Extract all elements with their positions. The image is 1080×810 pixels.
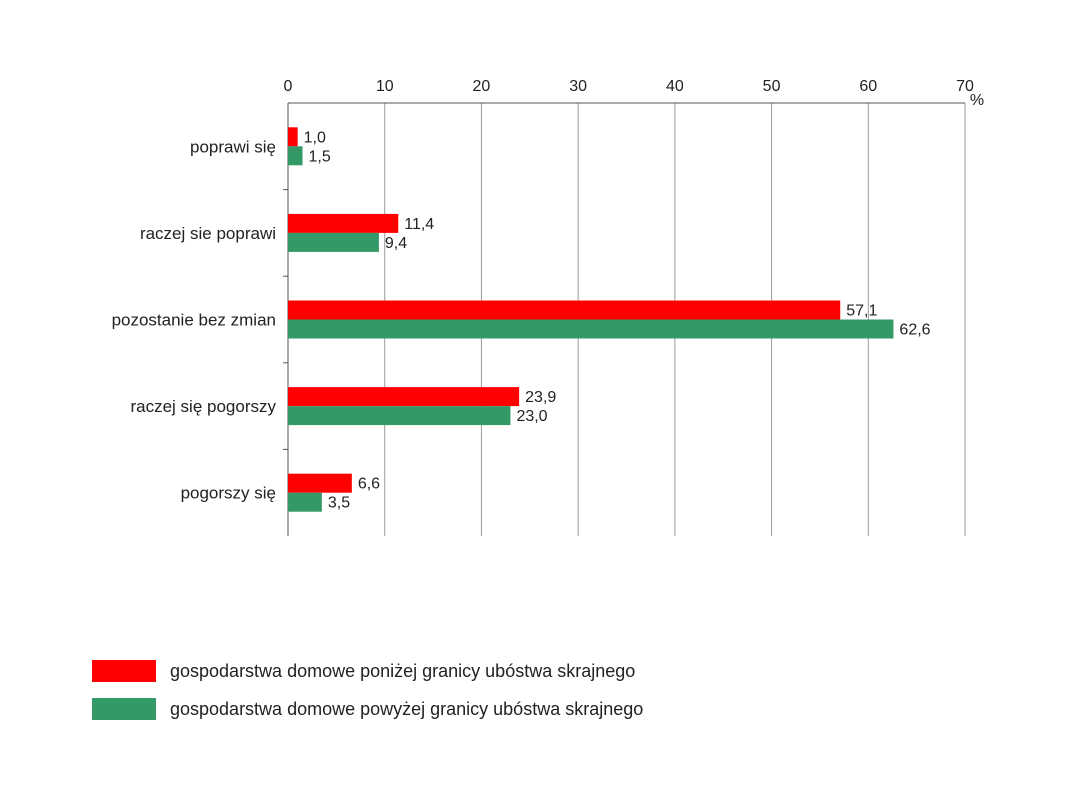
- bar-series-0: [288, 213, 399, 233]
- x-tick-label: 50: [763, 78, 781, 95]
- x-tick-label: 70: [956, 78, 974, 95]
- legend: gospodarstwa domowe poniżej granicy ubós…: [92, 652, 643, 728]
- bar-series-0: [288, 127, 298, 147]
- legend-item-above: gospodarstwa domowe powyżej granicy ubós…: [92, 690, 643, 728]
- x-tick-label: 20: [473, 78, 491, 95]
- category-label: pogorszy się: [181, 484, 276, 503]
- bar-series-1: [288, 319, 894, 339]
- x-tick-label: 30: [569, 78, 587, 95]
- bar-series-0: [288, 473, 352, 493]
- bar-series-0: [288, 387, 520, 407]
- category-label: raczej się pogorszy: [130, 397, 276, 416]
- bar-series-0: [288, 300, 841, 320]
- bar-series-1: [288, 406, 511, 426]
- x-tick-label: 10: [376, 78, 394, 95]
- bar-series-1: [288, 146, 303, 166]
- x-tick-label: 60: [859, 78, 877, 95]
- legend-label-above: gospodarstwa domowe powyżej granicy ubós…: [170, 698, 644, 719]
- category-label: raczej sie poprawi: [140, 224, 276, 243]
- data-label: 57,1: [846, 303, 877, 320]
- data-label: 11,4: [404, 216, 434, 233]
- bars: [288, 127, 894, 512]
- data-label: 1,0: [304, 129, 326, 146]
- data-label: 3,5: [328, 495, 350, 512]
- data-label: 6,6: [358, 476, 380, 493]
- bar-series-1: [288, 492, 322, 512]
- category-label: pozostanie bez zmian: [112, 311, 276, 330]
- data-label: 23,9: [525, 389, 556, 406]
- data-label: 9,4: [385, 235, 407, 252]
- data-label: 23,0: [516, 408, 547, 425]
- legend-item-below: gospodarstwa domowe poniżej granicy ubós…: [92, 652, 643, 690]
- data-label: 1,5: [309, 148, 331, 165]
- category-label: poprawi się: [190, 137, 276, 156]
- bar-series-1: [288, 232, 379, 252]
- legend-swatch-below: [92, 660, 156, 682]
- x-tick-label: 40: [666, 78, 684, 95]
- legend-swatch-above: [92, 698, 156, 720]
- legend-label-below: gospodarstwa domowe poniżej granicy ubós…: [170, 660, 636, 681]
- data-label: 62,6: [899, 322, 930, 339]
- x-unit-label: %: [970, 92, 984, 109]
- x-tick-label: 0: [284, 78, 293, 95]
- labels: 0 10 20 30 40 50 60 70% poprawi się 1,0 1,5 raczej …: [112, 78, 985, 512]
- chart: 0 10 20 30 40 50 60 70% poprawi się 1,0 1,5 raczej …: [112, 78, 985, 536]
